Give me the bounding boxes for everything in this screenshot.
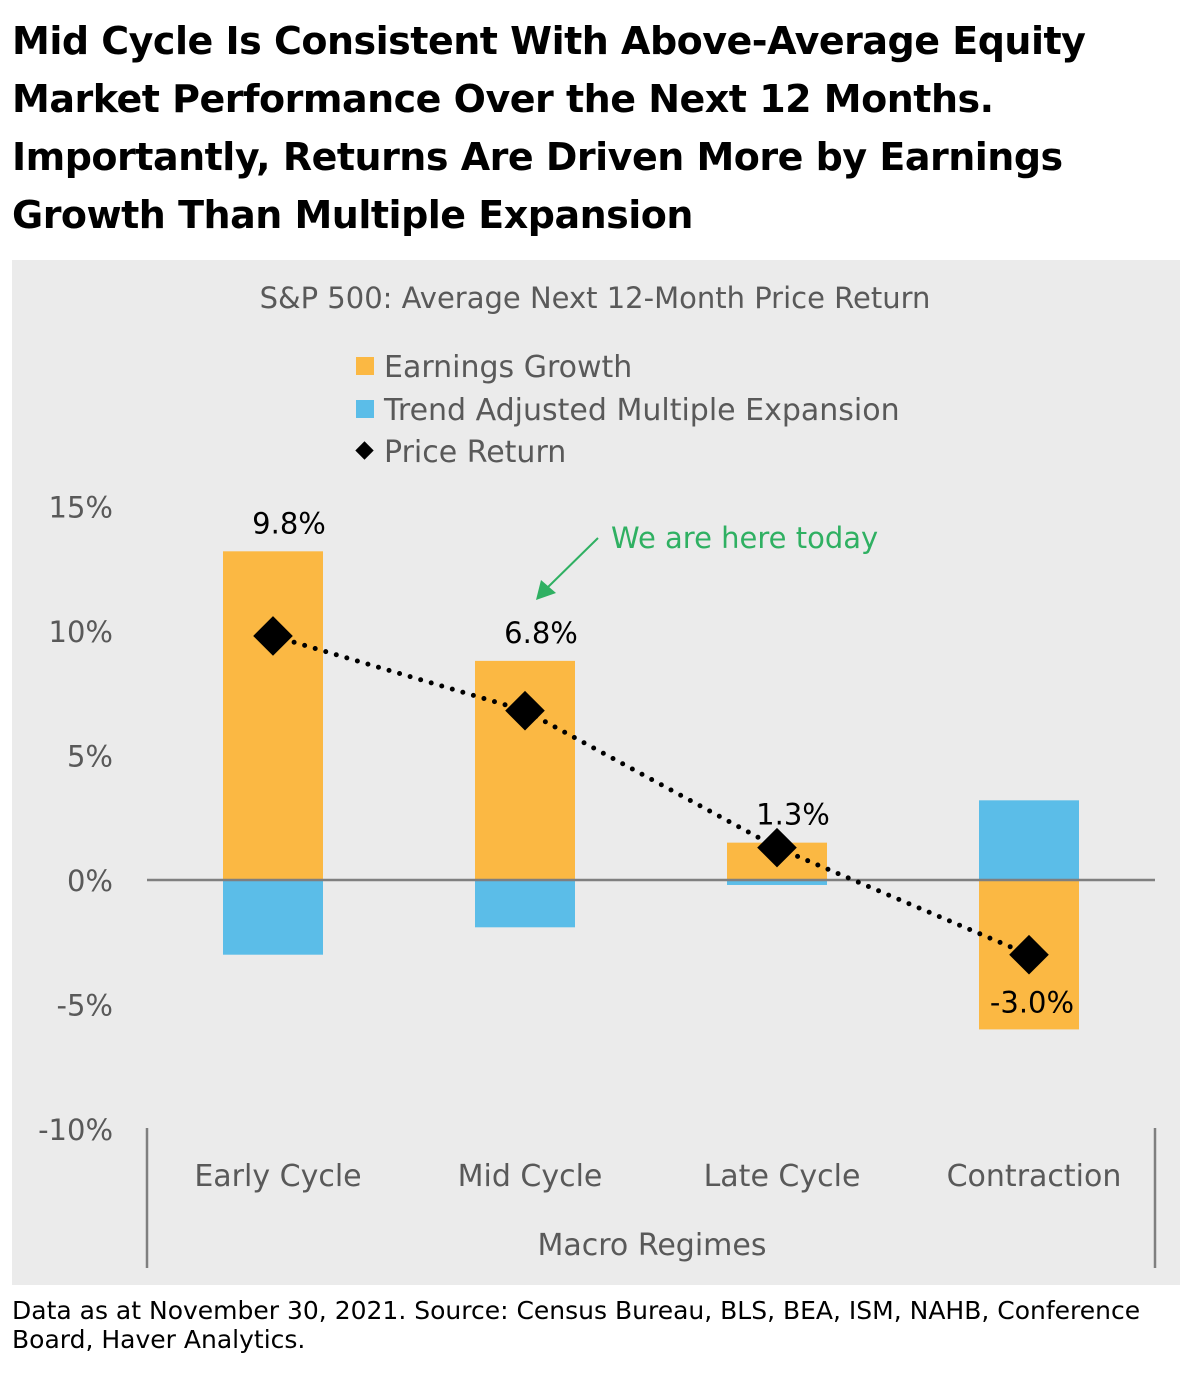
bar-multiple [979, 800, 1079, 880]
y-tick-label: 15% [49, 491, 113, 525]
legend-swatch [356, 400, 374, 418]
y-tick-label: 0% [67, 864, 113, 898]
chart-panel [12, 260, 1180, 1285]
y-tick-label: -5% [57, 989, 113, 1023]
bar-multiple [727, 880, 827, 885]
price-return-marker [1009, 934, 1049, 975]
x-category-label: Mid Cycle [458, 1159, 603, 1194]
legend-label: Earnings Growth [384, 350, 632, 385]
price-return-marker [757, 827, 797, 868]
price-return-marker [253, 616, 293, 656]
annotation-arrowhead [536, 580, 556, 600]
y-tick-label: -10% [38, 1113, 113, 1147]
x-category-label: Contraction [947, 1159, 1122, 1194]
legend-label: Price Return [384, 435, 566, 470]
price-return-line [270, 633, 1032, 958]
footnote: Data as at November 30, 2021. Source: Ce… [12, 1296, 1141, 1354]
data-label: -3.0% [990, 986, 1074, 1020]
legend-marker [355, 441, 374, 460]
bar-multiple [223, 880, 323, 955]
annotation-text: We are here today [611, 521, 878, 555]
x-category-label: Late Cycle [704, 1159, 861, 1194]
bar-earnings [223, 551, 323, 880]
bar-multiple [475, 880, 575, 928]
legend-swatch [356, 357, 374, 375]
page-title: Mid Cycle Is Consistent With Above-Avera… [12, 19, 1086, 237]
data-label: 9.8% [252, 506, 326, 540]
data-label: 6.8% [504, 616, 578, 650]
data-label: 1.3% [756, 798, 830, 832]
y-tick-label: 10% [49, 615, 113, 649]
y-tick-label: 5% [67, 740, 113, 774]
x-axis-label: Macro Regimes [538, 1228, 767, 1263]
x-category-label: Early Cycle [194, 1159, 361, 1194]
annotation-arrow [544, 537, 599, 591]
price-return-marker [505, 690, 545, 731]
chart-title: S&P 500: Average Next 12-Month Price Ret… [260, 281, 931, 315]
legend-label: Trend Adjusted Multiple Expansion [383, 393, 900, 428]
